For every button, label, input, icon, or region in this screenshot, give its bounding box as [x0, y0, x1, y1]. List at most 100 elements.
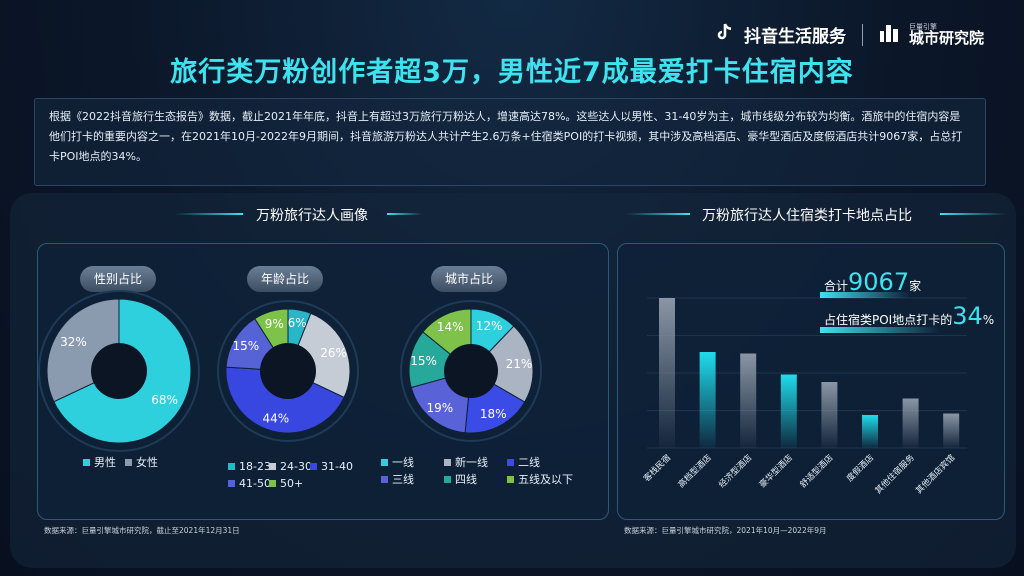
legend-swatch — [507, 475, 514, 483]
legend-swatch — [381, 458, 388, 466]
legend-label: 41-50 — [239, 477, 271, 490]
bar — [821, 382, 838, 448]
brand-divider — [862, 23, 863, 46]
legend-label: 18-23 — [239, 460, 271, 473]
bar — [943, 413, 960, 448]
legend-swatch — [444, 458, 451, 466]
bar — [740, 353, 757, 448]
legend-item: 三线 — [381, 471, 414, 487]
bar — [862, 415, 878, 448]
x-tick-label: 其他酒店宾馆 — [913, 452, 957, 496]
pie-slice-label: 19% — [426, 401, 453, 415]
left-section-title: 万粉旅行达人画像 — [256, 208, 368, 224]
institute-text: 城市研究院 — [909, 28, 985, 47]
total-share: 占住宿类POI地点打卡的34% — [824, 302, 994, 330]
douyin-logo-icon — [716, 23, 734, 47]
pie-slice-label: 9% — [265, 317, 284, 331]
legend-swatch — [381, 475, 388, 483]
legend-label: 一线 — [392, 456, 414, 469]
legend-item: 五线及以下 — [507, 471, 573, 487]
total-count: 合计9067家 — [824, 268, 921, 296]
legend-label: 三线 — [392, 473, 414, 486]
legend-swatch — [83, 458, 90, 466]
legend-label: 女性 — [136, 456, 158, 469]
x-tick-label: 其他住宿服务 — [873, 452, 917, 496]
pie-slice-label: 15% — [232, 339, 259, 353]
legend-swatch — [310, 463, 317, 470]
institute-name: 巨量引擎 城市研究院 — [909, 22, 985, 47]
pie-slice-label: 44% — [262, 411, 289, 425]
legend-item: 50+ — [269, 477, 303, 490]
x-tick-label: 度假酒店 — [844, 452, 876, 484]
intro-text: 根据《2022抖音旅行生态报告》数据，截止2021年年底，抖音上有超过3万旅行万… — [34, 98, 986, 186]
city-institute-logo-icon — [879, 23, 899, 47]
donut-hole — [91, 343, 147, 399]
pie-slice-label: 12% — [476, 319, 503, 333]
legend-label: 50+ — [280, 477, 304, 490]
legend-swatch — [444, 475, 451, 483]
donut-hole — [444, 344, 498, 398]
legend-item: 男性 — [83, 454, 116, 470]
donut-ring — [38, 290, 200, 452]
pie-slice-label: 15% — [410, 354, 437, 368]
x-tick-label: 客栈民宿 — [641, 452, 673, 484]
total-share-underline — [820, 327, 940, 333]
pie-slice — [470, 325, 534, 403]
total-count-value: 9067 — [848, 268, 910, 296]
legend-swatch — [125, 458, 132, 466]
total-count-prefix: 合计 — [824, 279, 849, 293]
pie-slice-label: 32% — [60, 335, 87, 349]
institute-parent-text: 巨量引擎 — [909, 22, 937, 31]
legend-swatch — [228, 463, 235, 470]
pie-slice-label: 14% — [437, 320, 464, 334]
total-share-value: 34 — [952, 302, 983, 330]
legend-label: 新一线 — [455, 456, 488, 469]
bar — [902, 398, 919, 448]
legend-item: 41-50 — [228, 477, 271, 490]
legend-item: 四线 — [444, 471, 477, 487]
city-chart-title: 城市占比 — [431, 266, 507, 292]
legend-label: 四线 — [455, 473, 477, 486]
gender-chart-title: 性别占比 — [80, 266, 156, 292]
right-title-line-right — [940, 213, 1006, 215]
left-title-line-left — [175, 213, 243, 215]
right-source-note: 数据来源：巨量引擎城市研究院，2021年10月—2022年9月 — [624, 526, 827, 535]
legend-item: 18-23 — [228, 460, 271, 473]
age-chart-title: 年龄占比 — [247, 266, 323, 292]
pie-slice-label: 6% — [288, 316, 307, 330]
legend-label: 男性 — [94, 456, 116, 469]
bar — [699, 352, 716, 448]
donut-ring — [400, 300, 542, 442]
x-tick-label: 高档型酒店 — [676, 452, 714, 490]
bar — [780, 374, 797, 448]
legend-item: 一线 — [381, 454, 414, 470]
douyin-brand-text: 抖音生活服务 — [744, 27, 846, 47]
legend-label: 二线 — [518, 456, 540, 469]
pie-slice — [225, 366, 345, 434]
legend-item: 二线 — [507, 454, 540, 470]
legend-swatch — [269, 480, 276, 487]
donut-ring — [217, 300, 359, 442]
legend-item: 24-30 — [269, 460, 312, 473]
donut-hole — [260, 343, 316, 399]
brand-header: 抖音生活服务 巨量引擎 城市研究院 — [716, 22, 984, 47]
pie-slice-label: 26% — [320, 346, 347, 360]
left-source-note: 数据来源：巨量引擎城市研究院，截止至2021年12月31日 — [44, 526, 240, 535]
legend-item: 女性 — [125, 454, 158, 470]
total-count-underline — [820, 292, 910, 298]
total-share-unit: % — [982, 313, 995, 327]
legend-swatch — [269, 463, 276, 470]
right-title-line-left — [626, 213, 690, 215]
total-share-prefix: 占住宿类POI地点打卡的 — [824, 313, 953, 327]
bar — [659, 298, 675, 448]
total-count-unit: 家 — [909, 279, 922, 293]
left-title-line-right — [387, 213, 422, 215]
legend-swatch — [228, 480, 235, 487]
legend-item: 31-40 — [310, 460, 353, 473]
x-tick-label: 经济型酒店 — [716, 452, 754, 490]
x-tick-label: 豪华型酒店 — [757, 452, 795, 490]
legend-label: 31-40 — [321, 460, 353, 473]
page-title: 旅行类万粉创作者超3万，男性近7成最爱打卡住宿内容 — [170, 57, 854, 88]
pie-slice-label: 18% — [480, 407, 507, 421]
